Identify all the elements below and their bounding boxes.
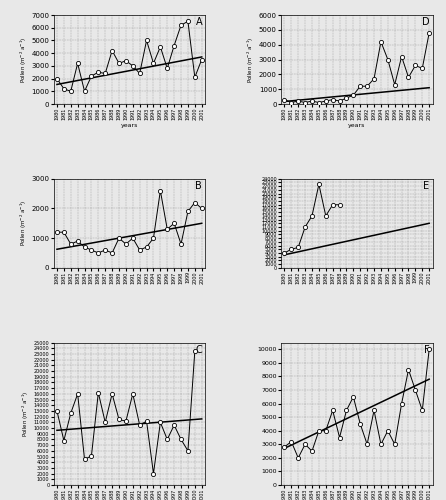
Text: E: E	[423, 180, 429, 190]
Y-axis label: Pollen (m$^{-2}$ a$^{-1}$): Pollen (m$^{-2}$ a$^{-1}$)	[21, 390, 31, 437]
Text: D: D	[422, 17, 429, 27]
Y-axis label: Pollen (m$^{-2}$ a$^{-1}$): Pollen (m$^{-2}$ a$^{-1}$)	[246, 36, 256, 82]
X-axis label: years: years	[348, 123, 365, 128]
Y-axis label: Pollen (m$^{-2}$ a$^{-1}$): Pollen (m$^{-2}$ a$^{-1}$)	[18, 200, 29, 246]
Text: A: A	[195, 17, 202, 27]
Y-axis label: Pollen (m$^{-2}$ a$^{-1}$): Pollen (m$^{-2}$ a$^{-1}$)	[18, 36, 29, 82]
Text: B: B	[195, 180, 202, 190]
X-axis label: years: years	[121, 123, 138, 128]
Text: F: F	[424, 346, 429, 356]
Text: C: C	[195, 346, 202, 356]
